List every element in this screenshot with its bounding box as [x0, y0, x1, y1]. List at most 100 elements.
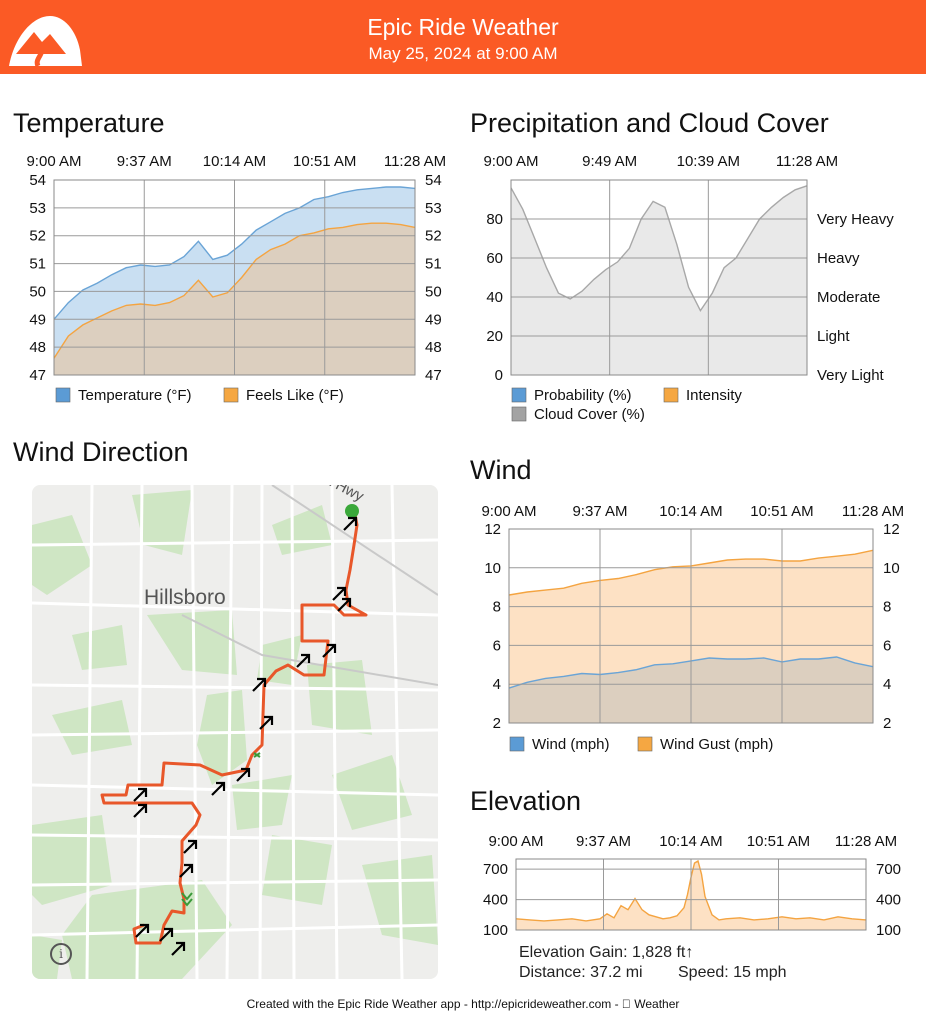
series-area-gray	[511, 185, 807, 375]
route-start-marker	[345, 504, 359, 518]
y-tick-label: 54	[29, 172, 46, 189]
wind-arrow-icon	[133, 803, 148, 818]
wind-arrow-icon	[179, 863, 194, 878]
temperature-title: Temperature	[13, 108, 165, 138]
wind-arrow-icon	[343, 516, 358, 531]
legend-swatch-orange	[223, 387, 239, 403]
y-tick-label: 2	[493, 715, 501, 732]
wind-arrow-icon	[259, 715, 274, 730]
plot-frame	[53, 179, 416, 376]
y-tick-label: 49	[29, 311, 46, 328]
x-tick-label: 10:39 AM	[677, 153, 740, 170]
elevation-chart: 9:00 AM 9:37 AM 10:14 AM 10:51 AM 11:28 AM 10…	[483, 833, 901, 939]
y-tick-label-right: 54	[425, 172, 442, 189]
direction-chevrons	[181, 752, 261, 907]
y-tick-label: 10	[484, 560, 501, 577]
y-tick-label: 100	[483, 922, 508, 939]
x-tick-label: 9:37 AM	[576, 833, 631, 850]
app-header: Epic Ride Weather May 25, 2024 at 9:00 A…	[0, 0, 926, 74]
legend-swatch-blue	[511, 387, 527, 403]
legend-label: Temperature (°F)	[78, 387, 192, 404]
wind-arrow-icon	[322, 643, 337, 658]
y-tick-label-right: 49	[425, 311, 442, 328]
y-tick-label: 51	[29, 256, 46, 273]
footer: Created with the Epic Ride Weather app -…	[247, 997, 680, 1011]
y-tick-label: 80	[486, 211, 503, 228]
wind-direction-title: Wind Direction	[13, 437, 189, 467]
y-tick-label-right: 53	[425, 200, 442, 217]
wind-arrow-icon	[211, 781, 226, 796]
legend-label: Wind Gust (mph)	[660, 736, 773, 753]
wind-arrow-icon	[135, 923, 150, 938]
x-tick-label: 11:28 AM	[776, 153, 838, 170]
city-label: Hillsboro	[144, 586, 226, 609]
intensity-label: Very Heavy	[817, 211, 894, 228]
intensity-label: Heavy	[817, 250, 860, 267]
y-tick-label-right: 48	[425, 339, 442, 356]
y-tick-label-right: 2	[883, 715, 891, 732]
x-tick-label: 9:37 AM	[572, 503, 627, 520]
x-tick-label: 9:37 AM	[117, 153, 172, 170]
wind-arrows	[133, 516, 358, 956]
y-tick-label-right: 51	[425, 256, 442, 273]
y-tick-label: 47	[29, 367, 46, 384]
wind-arrow-icon	[133, 787, 148, 802]
wind-title: Wind	[470, 455, 532, 485]
intensity-label: Moderate	[817, 289, 880, 306]
wind-direction-map[interactable]: t Hwy Hillsboro i	[32, 485, 438, 979]
x-tick-label: 10:51 AM	[293, 153, 356, 170]
x-tick-label: 9:00 AM	[26, 153, 81, 170]
plot-frame	[510, 179, 808, 376]
legend-label: Feels Like (°F)	[246, 387, 344, 404]
y-tick-label-right: 47	[425, 367, 442, 384]
wind-arrow-icon	[337, 597, 352, 612]
y-tick-label-right: 4	[883, 676, 891, 693]
wind-arrow-icon	[296, 653, 311, 668]
y-tick-label-right: 52	[425, 228, 442, 245]
y-tick-label: 12	[484, 521, 501, 538]
x-tick-label: 10:14 AM	[659, 833, 722, 850]
legend-swatch-blue	[55, 387, 71, 403]
y-tick-label: 6	[493, 637, 501, 654]
x-tick-label: 10:14 AM	[659, 503, 722, 520]
x-tick-label: 11:28 AM	[842, 503, 904, 520]
x-tick-label: 9:00 AM	[488, 833, 543, 850]
series-line-gray	[510, 185, 808, 312]
x-tick-label: 9:49 AM	[582, 153, 637, 170]
legend-swatch-gray	[511, 406, 527, 422]
elevation-gain: Elevation Gain: 1,828 ft↑	[519, 944, 694, 961]
map-canvas: t Hwy Hillsboro	[32, 485, 438, 979]
y-tick-label: 48	[29, 339, 46, 356]
info-icon[interactable]: i	[50, 943, 72, 965]
precipitation-title: Precipitation and Cloud Cover	[470, 108, 829, 138]
plot-frame	[515, 858, 867, 931]
app-title: Epic Ride Weather	[367, 14, 559, 40]
y-tick-label: 0	[495, 367, 503, 384]
y-tick-label-right: 8	[883, 599, 891, 616]
y-tick-label: 60	[486, 250, 503, 267]
wind-arrow-icon	[236, 767, 251, 782]
y-tick-label: 400	[483, 892, 508, 909]
y-tick-label: 700	[483, 861, 508, 878]
wind-arrow-icon	[332, 586, 347, 601]
speed: Speed: 15 mph	[678, 964, 787, 981]
elevation-title: Elevation	[470, 786, 582, 816]
intensity-label: Very Light	[817, 367, 885, 384]
x-tick-label: 11:28 AM	[835, 833, 897, 850]
x-tick-label: 10:51 AM	[747, 833, 810, 850]
y-tick-label: 20	[486, 328, 503, 345]
y-tick-label-right: 700	[876, 861, 901, 878]
legend-label: Probability (%)	[534, 387, 632, 404]
y-tick-label: 52	[29, 228, 46, 245]
wind-arrow-icon	[171, 941, 186, 956]
wind-chart: 9:00 AM 9:37 AM 10:14 AM 10:51 AM 11:28 AM 2 2…	[481, 503, 904, 753]
wind-arrow-icon	[252, 677, 267, 692]
legend-swatch-orange	[637, 736, 653, 752]
mountain-road-logo-icon	[9, 16, 82, 66]
x-tick-label: 11:28 AM	[384, 153, 446, 170]
x-tick-label: 10:14 AM	[203, 153, 266, 170]
distance: Distance: 37.2 mi	[519, 964, 643, 981]
intensity-label: Light	[817, 328, 850, 345]
legend-swatch-orange	[663, 387, 679, 403]
legend-label: Cloud Cover (%)	[534, 406, 645, 423]
